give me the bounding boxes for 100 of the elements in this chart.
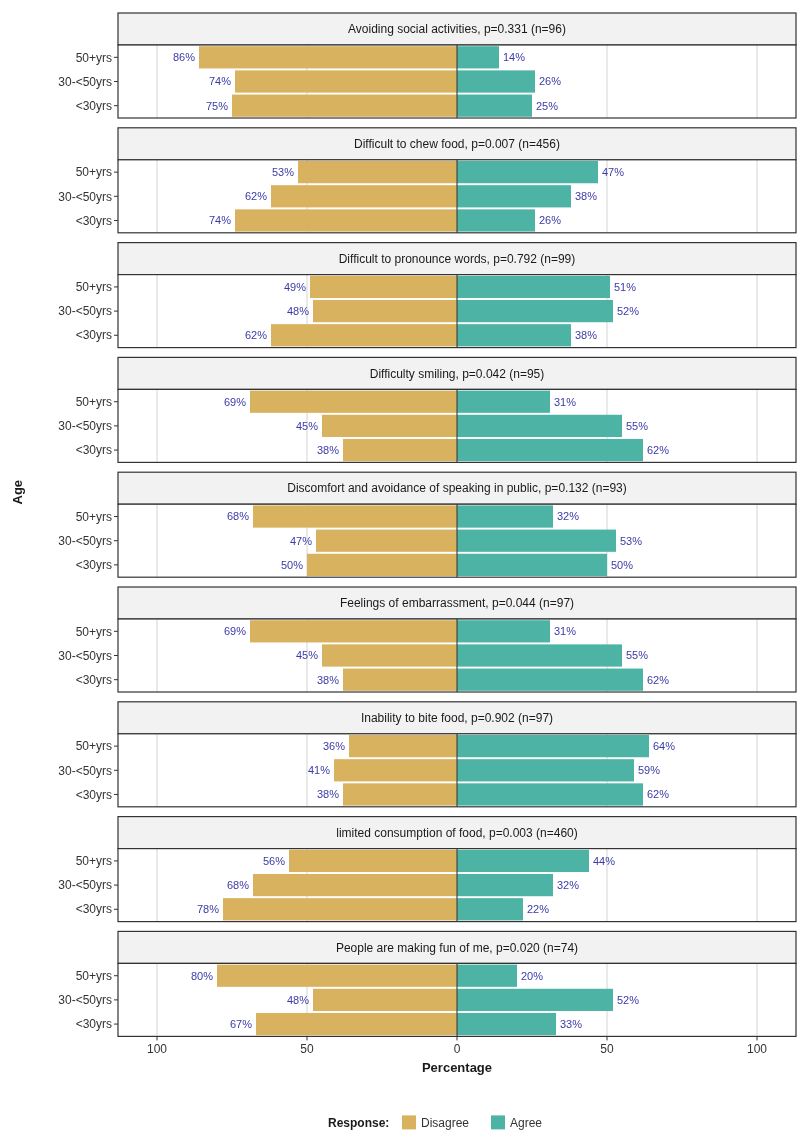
x-tick-label: 0 — [453, 1042, 461, 1057]
data-label: 50% — [280, 558, 304, 571]
y-tick-label: <30yrs — [75, 902, 112, 917]
y-tick-label: 30-<50yrs — [58, 304, 112, 319]
y-tick-label: 30-<50yrs — [58, 648, 112, 663]
chart-title: Avoiding social activities, p=0.331 (n=96) — [348, 22, 566, 37]
data-label: 74% — [208, 75, 232, 88]
y-tick-label: 50+yrs — [75, 165, 112, 180]
data-label: 69% — [223, 625, 247, 638]
y-tick-label: 30-<50yrs — [58, 533, 112, 548]
y-tick-label: 30-<50yrs — [58, 878, 112, 893]
y-tick-label: <30yrs — [75, 328, 112, 343]
data-label: 50% — [611, 558, 634, 571]
data-label: 44% — [593, 854, 616, 867]
chart-title: Difficult to pronounce words, p=0.792 (n=99) — [338, 251, 576, 266]
y-tick-label: 50+yrs — [75, 280, 112, 295]
y-tick-label: <30yrs — [75, 213, 112, 228]
data-label: 31% — [554, 625, 577, 638]
data-label: 74% — [208, 214, 232, 227]
y-tick-label: 50+yrs — [75, 50, 112, 65]
y-tick-label: 30-<50yrs — [58, 74, 112, 89]
y-tick-label: 50+yrs — [75, 739, 112, 754]
data-label: 53% — [620, 534, 643, 547]
y-tick-label: <30yrs — [75, 787, 112, 802]
y-tick-label: 50+yrs — [75, 854, 112, 869]
data-label: 55% — [626, 649, 649, 662]
data-label: 48% — [286, 304, 310, 317]
data-label: 48% — [286, 993, 310, 1006]
legend-label: Agree — [510, 1115, 543, 1130]
data-label: 25% — [536, 99, 559, 112]
y-tick-label: 50+yrs — [75, 394, 112, 409]
chart-title: Difficulty smiling, p=0.042 (n=95) — [369, 366, 545, 381]
data-label: 53% — [271, 165, 295, 178]
y-tick-label: <30yrs — [75, 1017, 112, 1032]
data-label: 45% — [295, 419, 319, 432]
data-label: 68% — [226, 878, 250, 891]
y-tick-label: <30yrs — [75, 558, 112, 573]
data-label: 38% — [575, 329, 598, 342]
y-tick-label: 30-<50yrs — [58, 763, 112, 778]
data-label: 47% — [602, 165, 625, 178]
data-label: 26% — [539, 214, 562, 227]
y-tick-label: 50+yrs — [75, 509, 112, 524]
data-label: 62% — [647, 443, 670, 456]
y-tick-label: <30yrs — [75, 672, 112, 687]
x-axis-title: Percentage — [421, 1060, 493, 1076]
y-axis-title: Age — [10, 479, 25, 505]
data-label: 32% — [557, 510, 580, 523]
data-label: 41% — [307, 764, 331, 777]
data-label: 31% — [554, 395, 577, 408]
data-label: 47% — [289, 534, 313, 547]
y-tick-label: 30-<50yrs — [58, 189, 112, 204]
data-label: 51% — [614, 280, 637, 293]
data-label: 36% — [322, 739, 346, 752]
legend-label: Disagree — [421, 1115, 470, 1130]
data-label: 22% — [527, 903, 550, 916]
chart-title: Feelings of embarrassment, p=0.044 (n=97) — [339, 596, 575, 611]
data-label: 68% — [226, 510, 250, 523]
chart-title: Discomfort and avoidance of speaking in public, p=0.132 (n=93) — [287, 481, 627, 496]
data-label: 14% — [503, 51, 526, 64]
chart-title: People are making fun of me, p=0.020 (n=74) — [335, 940, 579, 955]
data-label: 62% — [244, 190, 268, 203]
data-label: 69% — [223, 395, 247, 408]
data-label: 26% — [539, 75, 562, 88]
x-tick-label: 100 — [146, 1042, 168, 1057]
y-tick-label: <30yrs — [75, 443, 112, 458]
data-label: 62% — [647, 788, 670, 801]
data-label: 52% — [617, 993, 640, 1006]
data-label: 86% — [172, 51, 196, 64]
data-label: 38% — [316, 788, 340, 801]
data-label: 33% — [560, 1017, 583, 1030]
data-label: 38% — [316, 443, 340, 456]
data-label: 62% — [647, 673, 670, 686]
data-label: 55% — [626, 419, 649, 432]
data-label: 38% — [575, 190, 598, 203]
data-label: 20% — [521, 969, 544, 982]
data-label: 78% — [196, 903, 220, 916]
data-label: 67% — [229, 1017, 253, 1030]
y-tick-label: 50+yrs — [75, 968, 112, 983]
chart-title: Difficult to chew food, p=0.007 (n=456) — [354, 137, 560, 151]
data-label: 38% — [316, 673, 340, 686]
data-label: 75% — [205, 99, 229, 112]
y-tick-label: 50+yrs — [75, 624, 112, 639]
data-label: 45% — [295, 649, 319, 662]
x-tick-label: 100 — [746, 1042, 768, 1057]
data-label: 64% — [653, 739, 676, 752]
data-label: 32% — [557, 878, 580, 891]
data-label: 59% — [638, 764, 661, 777]
data-label: 56% — [262, 854, 286, 867]
data-label: 62% — [244, 329, 268, 342]
data-label: 52% — [617, 304, 640, 317]
data-label: 80% — [190, 969, 214, 982]
x-tick-label: 50 — [600, 1042, 614, 1057]
chart-title: limited consumption of food, p=0.003 (n=460) — [336, 825, 578, 840]
y-tick-label: 30-<50yrs — [58, 993, 112, 1008]
y-tick-label: 30-<50yrs — [58, 419, 112, 434]
legend-title: Response: — [328, 1115, 390, 1130]
x-tick-label: 50 — [300, 1042, 314, 1057]
y-tick-label: <30yrs — [75, 98, 112, 113]
chart-title: Inability to bite food, p=0.902 (n=97) — [360, 711, 554, 725]
data-label: 49% — [283, 280, 307, 293]
